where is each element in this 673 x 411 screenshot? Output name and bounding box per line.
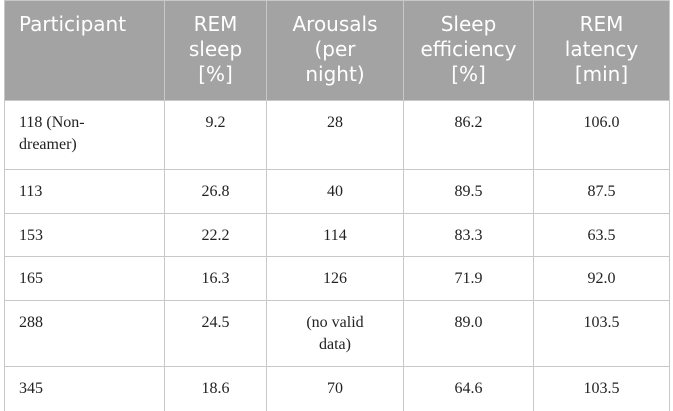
table-cell: 89.5 (403, 169, 534, 214)
cell-text: 18.6 (201, 380, 230, 397)
cell-text: 118 (Non- (19, 114, 85, 131)
table-row: 165 16.3 126 71.9 92.0 (4, 256, 670, 301)
cell-text: 103.5 (583, 314, 620, 331)
table-cell: 345 (4, 366, 165, 411)
table-cell: 165 (4, 256, 165, 301)
table-cell: 103.5 (533, 366, 670, 411)
table-cell: 18.6 (164, 366, 267, 411)
table-row: 118 (Non-dreamer) 9.2 28 86.2 106.0 (4, 100, 670, 170)
table-cell: 28 (266, 100, 404, 170)
table-cell: 126 (266, 256, 404, 301)
cell-text: 70 (327, 380, 343, 397)
cell-text: Sleep (440, 12, 497, 36)
cell-text: data) (319, 336, 351, 353)
cell-text: 92.0 (587, 270, 616, 287)
table-cell: 118 (Non-dreamer) (4, 100, 165, 170)
cell-text: 165 (19, 270, 43, 287)
cell-text: Arousals (292, 12, 378, 36)
cell-text: 113 (19, 183, 43, 200)
table-cell: 288 (4, 300, 165, 367)
cell-text: 87.5 (587, 183, 616, 200)
cell-text: 16.3 (201, 270, 230, 287)
cell-text: 26.8 (201, 183, 230, 200)
header-cell: Participant (4, 0, 165, 101)
cell-text: (per (314, 37, 356, 61)
cell-text: 71.9 (454, 270, 483, 287)
cell-text: REM (193, 12, 238, 36)
table-cell: 113 (4, 169, 165, 214)
table-row: 345 18.6 70 64.6 103.5 (4, 366, 670, 411)
table-row: 113 26.8 40 89.5 87.5 (4, 169, 670, 214)
cell-text: 64.6 (454, 380, 483, 397)
table-cell: 9.2 (164, 100, 267, 170)
cell-text: 40 (327, 183, 343, 200)
table-cell: 103.5 (533, 300, 670, 367)
cell-text: 24.5 (201, 314, 230, 331)
cell-text: 345 (19, 380, 43, 397)
table-cell: 114 (266, 213, 404, 257)
cell-text: 63.5 (587, 227, 616, 244)
cell-text: [%] (198, 62, 233, 86)
cell-text: 153 (19, 227, 43, 244)
table-cell: 106.0 (533, 100, 670, 170)
header-cell: REM latency [min] (533, 0, 670, 101)
cell-text: sleep (188, 37, 243, 61)
cell-text: [min] (574, 62, 629, 86)
header-row: Participant REM sleep [%] Arousals (per night)… (4, 0, 670, 101)
table-cell: 22.2 (164, 213, 267, 257)
table-cell: 40 (266, 169, 404, 214)
table-row: 153 22.2 114 83.3 63.5 (4, 213, 670, 257)
table-row: 288 24.5 (no valid data) 89.0 103.5 (4, 300, 670, 367)
cell-text: 28 (327, 114, 343, 131)
table-cell: 26.8 (164, 169, 267, 214)
header-cell: Sleep efficiency [%] (403, 0, 534, 101)
cell-text: efficiency (420, 37, 517, 61)
cell-text: 288 (19, 314, 43, 331)
table-cell: 83.3 (403, 213, 534, 257)
cell-text: 103.5 (583, 380, 620, 397)
table-cell: (no valid data) (266, 300, 404, 367)
table-cell: 64.6 (403, 366, 534, 411)
table-cell: 24.5 (164, 300, 267, 367)
header-cell: Arousals (per night) (266, 0, 404, 101)
cell-text: 114 (323, 227, 347, 244)
table-cell: 71.9 (403, 256, 534, 301)
cell-text: dreamer) (19, 136, 77, 153)
cell-text: 106.0 (583, 114, 620, 131)
table-cell: 70 (266, 366, 404, 411)
header-cell: REM sleep [%] (164, 0, 267, 101)
cell-text: [%] (451, 62, 486, 86)
cell-text: 86.2 (454, 114, 483, 131)
cell-text: REM (579, 12, 624, 36)
cell-text: 89.5 (454, 183, 483, 200)
cell-text: Participant (19, 12, 127, 36)
cell-text: 83.3 (454, 227, 483, 244)
cell-text: latency (564, 37, 639, 61)
table-cell: 89.0 (403, 300, 534, 367)
cell-text: (no valid (306, 314, 364, 331)
data-table: Participant REM sleep [%] Arousals (per night)… (4, 0, 670, 411)
table-cell: 153 (4, 213, 165, 257)
table-cell: 16.3 (164, 256, 267, 301)
table-cell: 86.2 (403, 100, 534, 170)
cell-text: 126 (323, 270, 347, 287)
cell-text: 9.2 (205, 114, 226, 131)
cell-text: night) (305, 62, 365, 86)
cell-text: 22.2 (201, 227, 230, 244)
table-cell: 63.5 (533, 213, 670, 257)
cell-text: 89.0 (454, 314, 483, 331)
table-cell: 87.5 (533, 169, 670, 214)
table-cell: 92.0 (533, 256, 670, 301)
